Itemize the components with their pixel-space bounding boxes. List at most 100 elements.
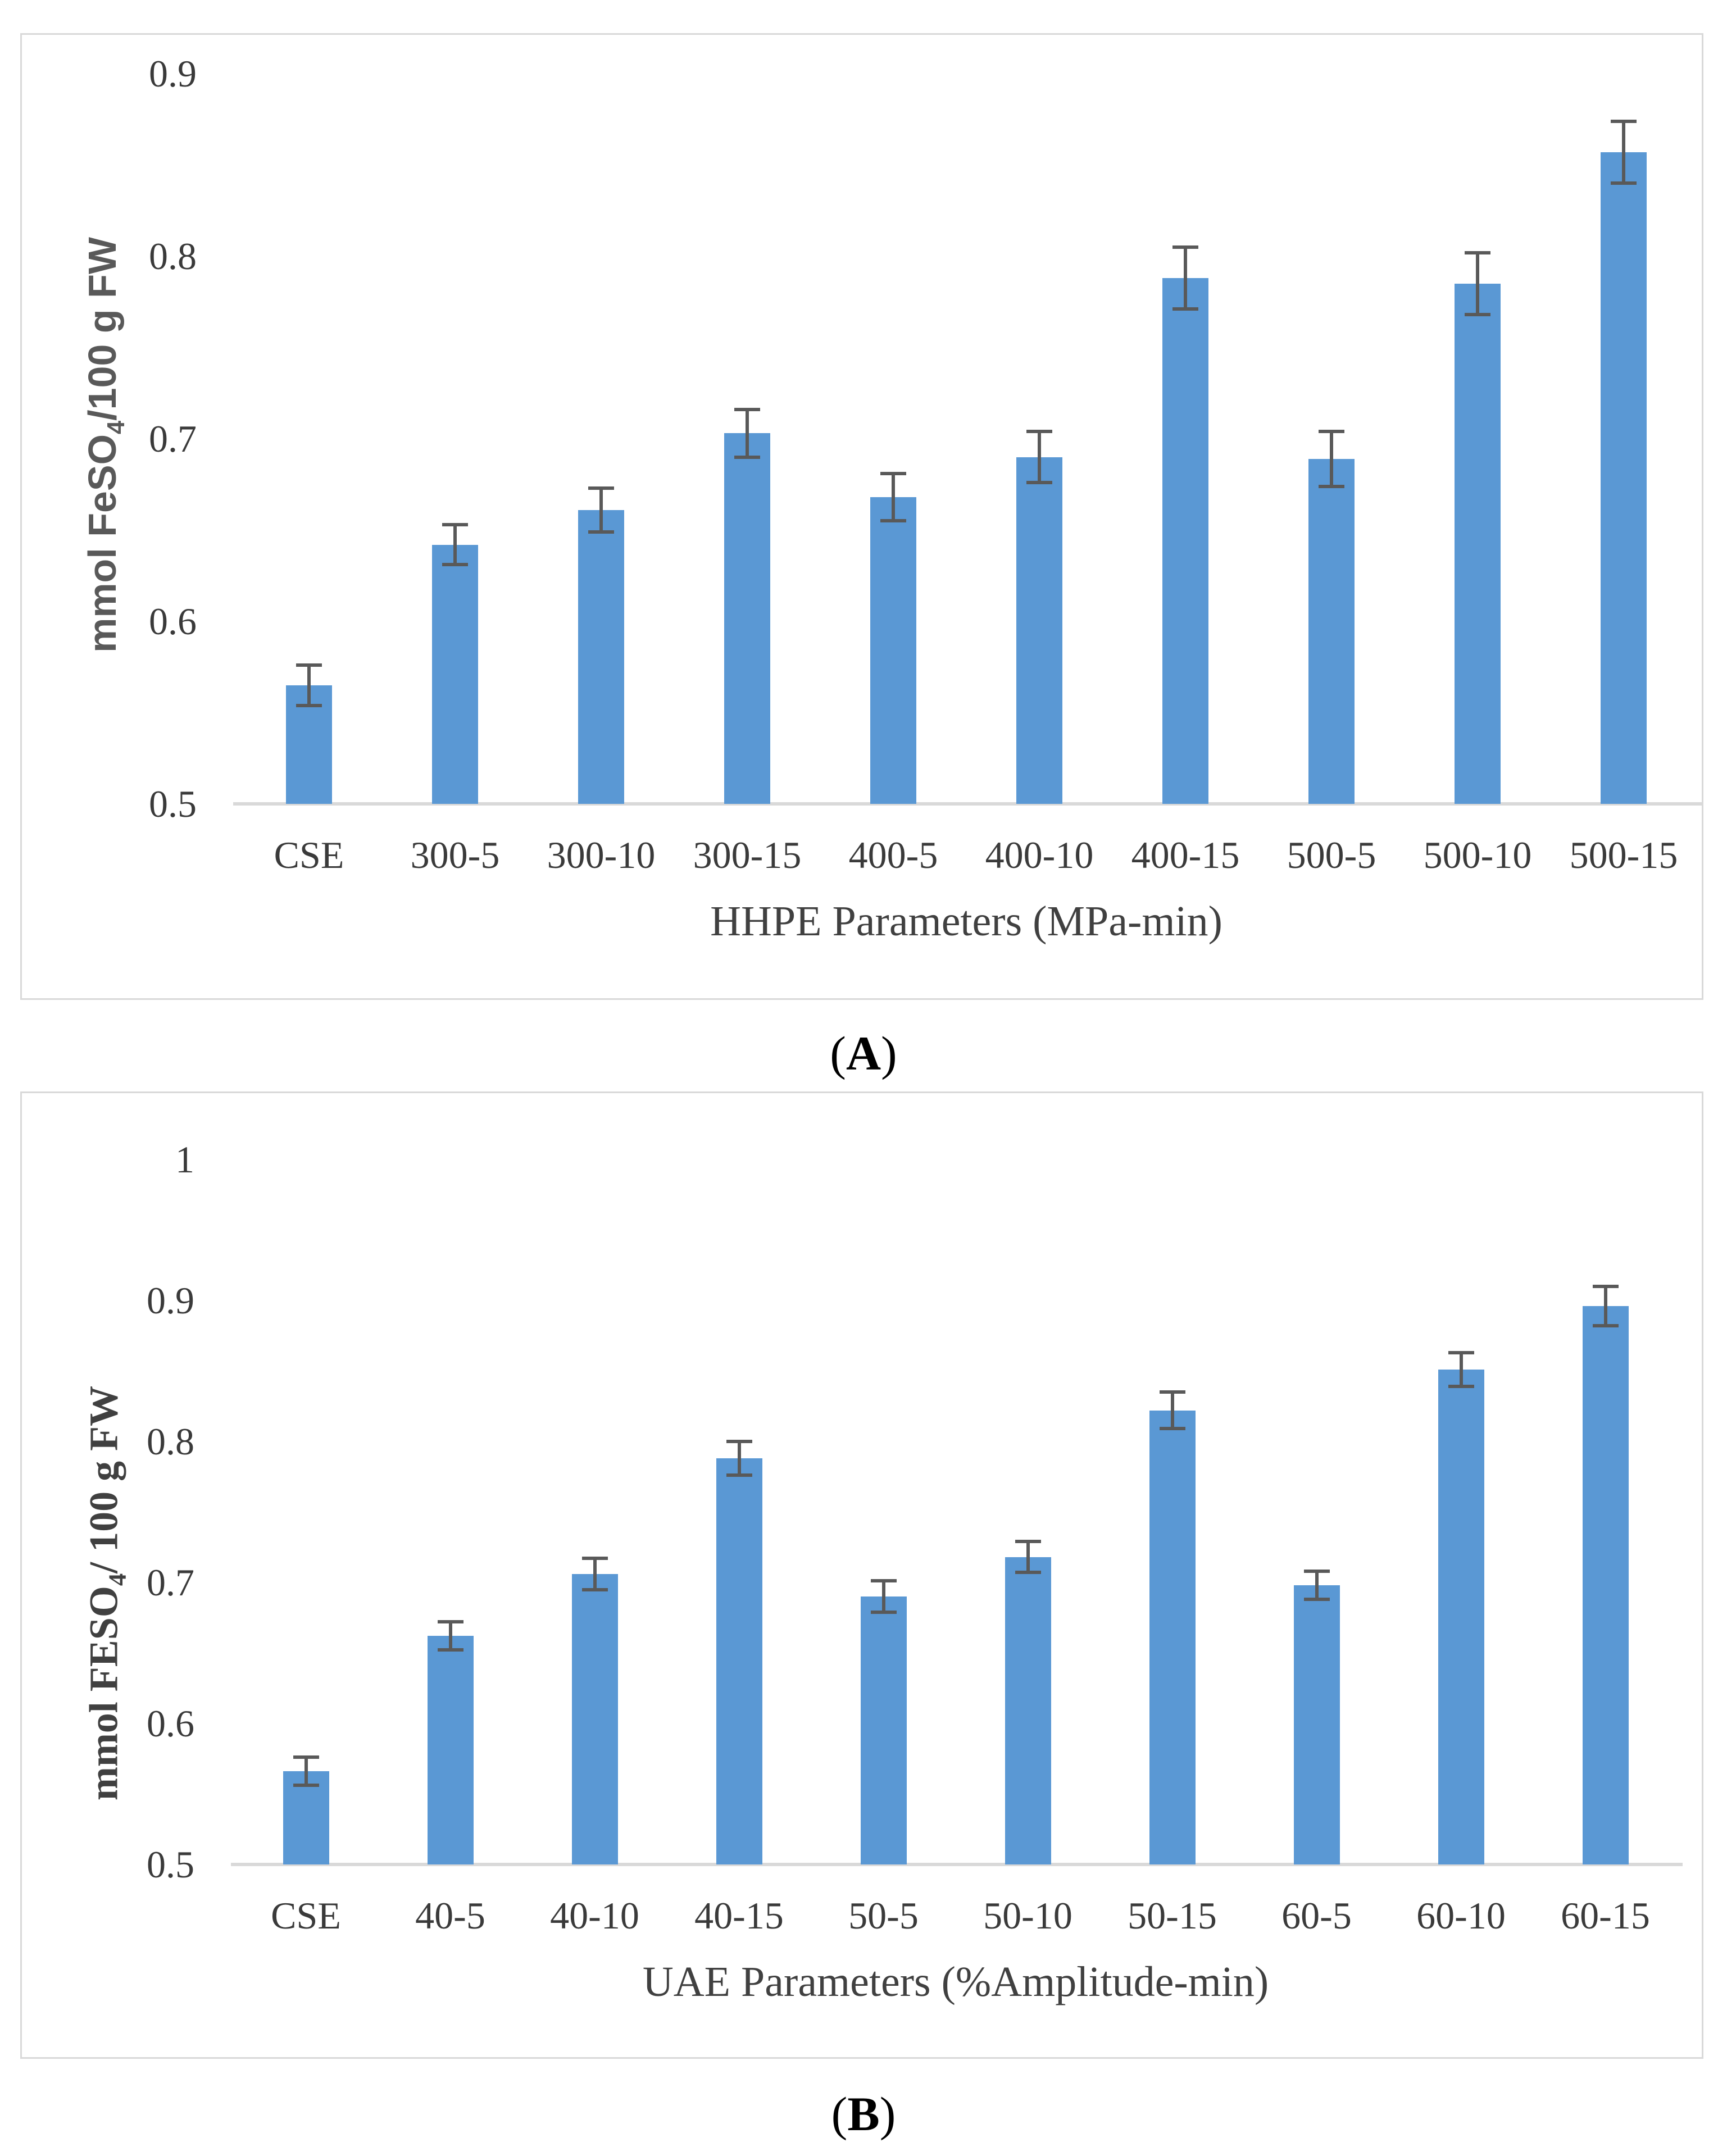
bar-400-5 (870, 497, 916, 804)
caption-b: (B) (0, 2072, 1727, 2156)
error-bar-60-10 (1459, 1352, 1463, 1387)
x-axis-line (231, 1863, 1683, 1866)
error-cap-top (734, 408, 760, 411)
x-tick-label-CSE: CSE (274, 834, 344, 876)
x-tick-label-60-10: 60-10 (1416, 1894, 1506, 1937)
error-bar-500-5 (1330, 431, 1333, 486)
error-cap-bottom (1611, 181, 1637, 185)
error-cap-top (1448, 1350, 1474, 1354)
error-cap-bottom (1159, 1427, 1185, 1431)
x-tick-label-400-5: 400-5 (848, 834, 938, 876)
x-tick-label-40-5: 40-5 (415, 1894, 485, 1937)
y-tick-label: 0.8 (149, 235, 197, 278)
error-cap-bottom (1448, 1385, 1474, 1389)
x-tick-label-500-10: 500-10 (1423, 834, 1532, 876)
error-cap-top (442, 522, 468, 526)
x-tick-label-60-5: 60-5 (1281, 1894, 1352, 1937)
error-bar-CSE (304, 1757, 308, 1786)
error-bar-50-10 (1026, 1541, 1030, 1573)
error-cap-bottom (588, 530, 614, 534)
error-cap-bottom (1303, 1598, 1330, 1602)
y-tick-label: 0.8 (147, 1420, 194, 1463)
bar-60-10 (1438, 1369, 1484, 1864)
x-tick-label-40-10: 40-10 (550, 1894, 639, 1937)
error-bar-60-5 (1315, 1571, 1319, 1600)
error-cap-bottom (1026, 481, 1052, 484)
x-tick-label-300-5: 300-5 (410, 834, 500, 876)
error-bar-40-5 (448, 1622, 452, 1650)
chart-panel-b: mmol FESO4/ 100 g FW 1 0.9 0.8 0.7 0.6 0.5 CSE… (20, 1091, 1703, 2059)
chart-panel-a: mmol FeSO4/100 g FW 0.9 0.8 0.7 0.6 0.5 CSE 30… (20, 33, 1703, 1000)
plot-area-b: 1 0.9 0.8 0.7 0.6 0.5 CSE 40-5 40-10 40-15 50-5 50-… (22, 1093, 1702, 2057)
x-tick-label-50-15: 50-15 (1128, 1894, 1217, 1937)
y-tick-label: 0.5 (149, 783, 197, 825)
error-bar-400-15 (1184, 247, 1187, 310)
x-tick-label-50-10: 50-10 (983, 1894, 1072, 1937)
error-cap-bottom (1465, 313, 1490, 316)
error-cap-top (1303, 1569, 1330, 1573)
error-cap-top (1159, 1390, 1185, 1394)
bar-40-10 (571, 1573, 618, 1864)
x-axis-title-a: HHPE Parameters (MPa-min) (710, 898, 1222, 945)
error-bar-50-5 (881, 1581, 885, 1612)
error-cap-top (293, 1755, 319, 1759)
bar-300-15 (724, 433, 770, 804)
caption-a: (A) (0, 1011, 1727, 1095)
bar-400-15 (1162, 278, 1208, 804)
caption-b-open: ( (831, 2087, 848, 2141)
caption-b-close: ) (879, 2087, 896, 2141)
error-cap-bottom (1172, 307, 1198, 311)
error-cap-top (296, 663, 322, 667)
caption-a-letter: A (846, 1026, 881, 1080)
bar-50-15 (1149, 1410, 1196, 1864)
caption-b-letter: B (847, 2087, 880, 2141)
plot-area-a: 0.9 0.8 0.7 0.6 0.5 CSE 300-5 300-10 300-15 400-5… (22, 35, 1702, 998)
bar-400-10 (1016, 457, 1062, 804)
error-cap-bottom (296, 703, 322, 707)
error-cap-bottom (437, 1648, 463, 1652)
bar-500-15 (1601, 152, 1647, 804)
x-tick-label-400-15: 400-15 (1131, 834, 1240, 876)
error-cap-bottom (734, 455, 760, 459)
bar-40-15 (716, 1458, 762, 1864)
error-cap-top (726, 1440, 752, 1443)
error-cap-top (1015, 1540, 1041, 1544)
error-cap-top (1026, 430, 1052, 433)
error-cap-top (880, 471, 906, 475)
y-tick-label: 0.5 (147, 1843, 194, 1886)
error-bar-40-15 (737, 1441, 741, 1476)
bar-50-10 (1005, 1557, 1051, 1864)
y-tick-label: 0.9 (149, 52, 197, 95)
x-axis-line (233, 802, 1702, 806)
x-tick-label-50-5: 50-5 (848, 1894, 919, 1937)
bar-50-5 (860, 1596, 907, 1864)
error-cap-top (1592, 1284, 1619, 1288)
error-cap-bottom (1592, 1324, 1619, 1328)
error-bar-300-15 (746, 410, 749, 457)
bar-500-10 (1455, 283, 1501, 804)
bar-40-5 (427, 1636, 474, 1864)
x-tick-label-500-5: 500-5 (1287, 834, 1376, 876)
error-cap-bottom (870, 1610, 897, 1614)
error-bar-60-15 (1603, 1286, 1607, 1326)
x-tick-label-300-15: 300-15 (693, 834, 802, 876)
error-bar-500-10 (1476, 252, 1479, 315)
error-cap-top (437, 1620, 463, 1624)
error-bar-300-10 (599, 488, 603, 532)
x-axis-title-b: UAE Parameters (%Amplitude-min) (642, 1958, 1269, 2005)
caption-a-close: ) (881, 1026, 897, 1080)
bar-500-5 (1308, 458, 1355, 804)
error-cap-bottom (581, 1588, 608, 1591)
error-cap-bottom (1015, 1571, 1041, 1575)
y-tick-label: 0.7 (147, 1561, 194, 1604)
error-bar-400-5 (892, 473, 895, 521)
y-tick-label: 0.6 (149, 600, 197, 643)
error-cap-top (581, 1557, 608, 1561)
error-cap-bottom (442, 563, 468, 567)
bar-60-5 (1293, 1585, 1340, 1864)
x-tick-label-CSE: CSE (271, 1894, 341, 1937)
error-bar-CSE (307, 665, 311, 706)
bar-60-15 (1582, 1306, 1629, 1864)
error-cap-top (870, 1579, 897, 1583)
x-tick-label-300-10: 300-10 (547, 834, 656, 876)
